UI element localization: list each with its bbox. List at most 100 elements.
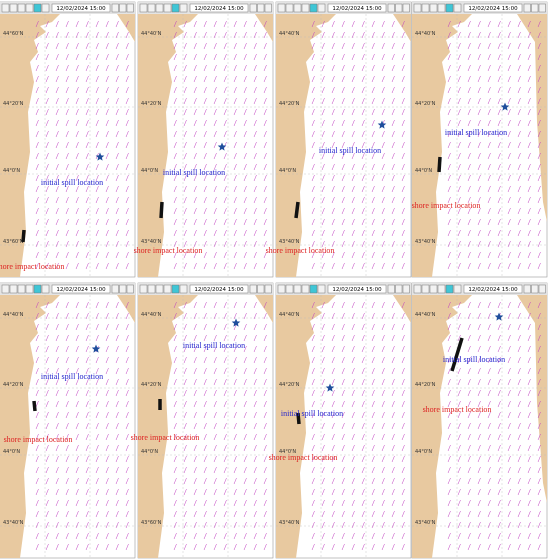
tool-button[interactable] (387, 3, 395, 13)
current-vector (457, 163, 461, 171)
current-vector (233, 196, 237, 204)
current-vector (507, 174, 511, 182)
tool-button[interactable] (317, 3, 326, 13)
tool-button[interactable] (9, 3, 18, 13)
tool-button[interactable] (531, 3, 539, 13)
latitude-label: 44°20'N (3, 382, 24, 388)
current-vector (85, 455, 89, 463)
tool-button[interactable] (249, 284, 257, 294)
current-vector (537, 53, 541, 61)
tool-button[interactable] (395, 284, 403, 294)
current-vector (213, 53, 217, 61)
tool-button[interactable] (1, 3, 10, 13)
tool-button[interactable] (429, 3, 438, 13)
tool-button[interactable] (285, 284, 294, 294)
tool-button[interactable] (171, 3, 180, 13)
tool-button[interactable] (139, 284, 148, 294)
tool-button[interactable] (41, 284, 50, 294)
tool-button[interactable] (301, 284, 310, 294)
tool-button[interactable] (249, 3, 257, 13)
tool-button[interactable] (293, 3, 302, 13)
current-vector (517, 218, 521, 226)
tool-button[interactable] (147, 284, 156, 294)
tool-button[interactable] (171, 284, 180, 294)
current-vector (55, 42, 59, 50)
tool-button[interactable] (413, 3, 422, 13)
tool-button[interactable] (257, 3, 265, 13)
current-vector (223, 444, 227, 452)
tool-button[interactable] (179, 3, 188, 13)
current-vector (517, 499, 521, 507)
tool-button[interactable] (257, 284, 265, 294)
tool-button[interactable] (421, 3, 430, 13)
tool-button[interactable] (317, 284, 326, 294)
tool-button[interactable] (387, 284, 395, 294)
tool-button[interactable] (155, 284, 164, 294)
tool-button[interactable] (25, 284, 34, 294)
tool-button[interactable] (453, 284, 462, 294)
current-vector (223, 163, 227, 171)
current-vector (213, 152, 217, 160)
tool-button[interactable] (33, 3, 42, 13)
current-vector (507, 97, 511, 105)
tool-button[interactable] (163, 3, 172, 13)
tool-button[interactable] (429, 284, 438, 294)
current-vector (243, 42, 247, 50)
tool-button[interactable] (523, 3, 531, 13)
tool-button[interactable] (264, 284, 272, 294)
tool-button[interactable] (293, 284, 302, 294)
tool-button[interactable] (445, 3, 454, 13)
tool-button[interactable] (437, 284, 446, 294)
current-vector (65, 196, 69, 204)
tool-button[interactable] (119, 3, 127, 13)
tool-button[interactable] (179, 284, 188, 294)
tool-button[interactable] (155, 3, 164, 13)
tool-button[interactable] (163, 284, 172, 294)
current-vector (467, 466, 471, 474)
tool-button[interactable] (126, 3, 134, 13)
current-vector (391, 152, 395, 160)
current-vector (341, 141, 345, 149)
current-vector (55, 207, 59, 215)
tool-button[interactable] (277, 284, 286, 294)
current-vector (457, 130, 461, 138)
tool-button[interactable] (17, 284, 26, 294)
tool-button[interactable] (277, 3, 286, 13)
tool-button[interactable] (421, 284, 430, 294)
tool-button[interactable] (413, 284, 422, 294)
tool-button[interactable] (147, 3, 156, 13)
current-vector (371, 262, 375, 270)
current-vector (115, 433, 119, 441)
tool-button[interactable] (126, 284, 134, 294)
tool-button[interactable] (531, 284, 539, 294)
tool-button[interactable] (111, 3, 119, 13)
tool-button[interactable] (445, 284, 454, 294)
tool-button[interactable] (111, 284, 119, 294)
tool-button[interactable] (309, 3, 318, 13)
tool-button[interactable] (9, 284, 18, 294)
current-vector (65, 543, 69, 551)
tool-button[interactable] (139, 3, 148, 13)
tool-button[interactable] (285, 3, 294, 13)
tool-button[interactable] (395, 3, 403, 13)
tool-button[interactable] (41, 3, 50, 13)
tool-button[interactable] (538, 3, 546, 13)
tool-button[interactable] (264, 3, 272, 13)
current-vector (537, 466, 541, 474)
tool-button[interactable] (17, 3, 26, 13)
tool-button[interactable] (119, 284, 127, 294)
tool-button[interactable] (33, 284, 42, 294)
tool-button[interactable] (523, 284, 531, 294)
current-vector (193, 152, 197, 160)
tool-button[interactable] (25, 3, 34, 13)
tool-button[interactable] (453, 3, 462, 13)
tool-button[interactable] (402, 3, 410, 13)
tool-button[interactable] (309, 284, 318, 294)
tool-button[interactable] (538, 284, 546, 294)
tool-button[interactable] (402, 284, 410, 294)
tool-button[interactable] (437, 3, 446, 13)
current-vector (487, 422, 491, 430)
tool-button[interactable] (301, 3, 310, 13)
current-vector (527, 86, 531, 94)
tool-button[interactable] (1, 284, 10, 294)
